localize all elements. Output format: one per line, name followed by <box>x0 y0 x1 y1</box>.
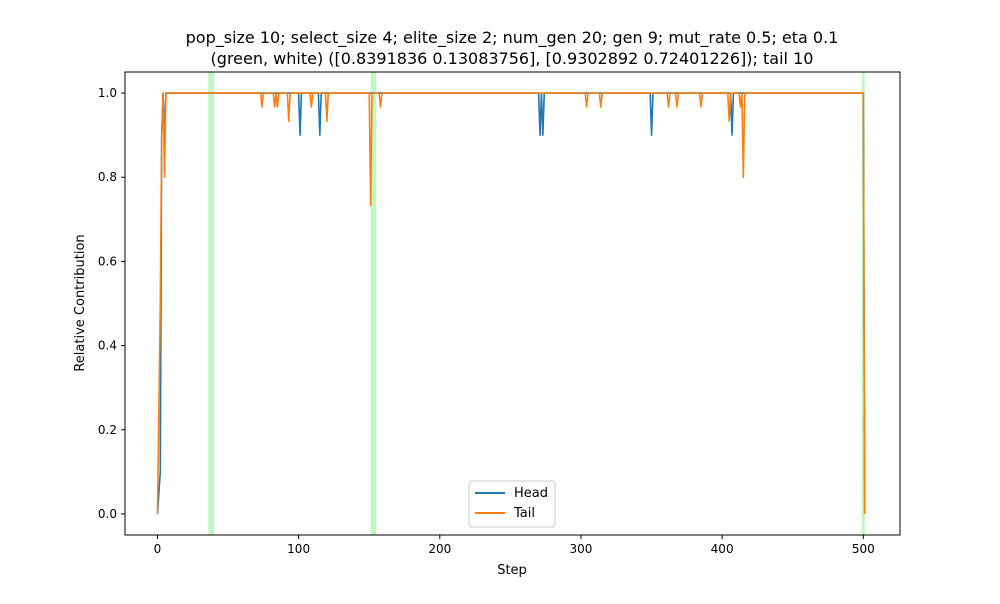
plot-frame <box>124 71 901 536</box>
axis-ticks: 0 100 200 300 400 500 0.0 0.2 0.4 0.6 0.8 1.0 <box>98 86 875 556</box>
x-tick-label: 500 <box>852 542 875 556</box>
x-tick-label: 400 <box>711 542 734 556</box>
legend: Head Tail <box>468 480 556 528</box>
y-tick-label: 0.4 <box>98 339 117 353</box>
x-tick-label: 100 <box>287 542 310 556</box>
y-axis-label: Relative Contribution <box>73 234 88 371</box>
y-tick-label: 0.0 <box>98 507 117 521</box>
legend-label-tail: Tail <box>513 506 535 521</box>
highlight-span-0 <box>208 72 214 535</box>
series-lines <box>156 92 866 515</box>
y-tick-label: 1.0 <box>98 86 117 100</box>
chart-subtitle: (green, white) ([0.8391836 0.13083756], … <box>211 49 814 68</box>
x-tick-label: 300 <box>570 542 593 556</box>
x-axis-label: Step <box>497 563 527 578</box>
legend-label-head: Head <box>514 486 548 501</box>
y-tick-label: 0.8 <box>98 170 117 184</box>
x-tick-label: 0 <box>154 542 162 556</box>
y-tick-label: 0.6 <box>98 254 117 268</box>
x-tick-label: 200 <box>428 542 451 556</box>
highlight-span-1 <box>370 72 377 535</box>
y-tick-label: 0.2 <box>98 423 117 437</box>
chart-title: pop_size 10; select_size 4; elite_size 2… <box>186 28 839 48</box>
series-line-tail <box>156 92 866 514</box>
